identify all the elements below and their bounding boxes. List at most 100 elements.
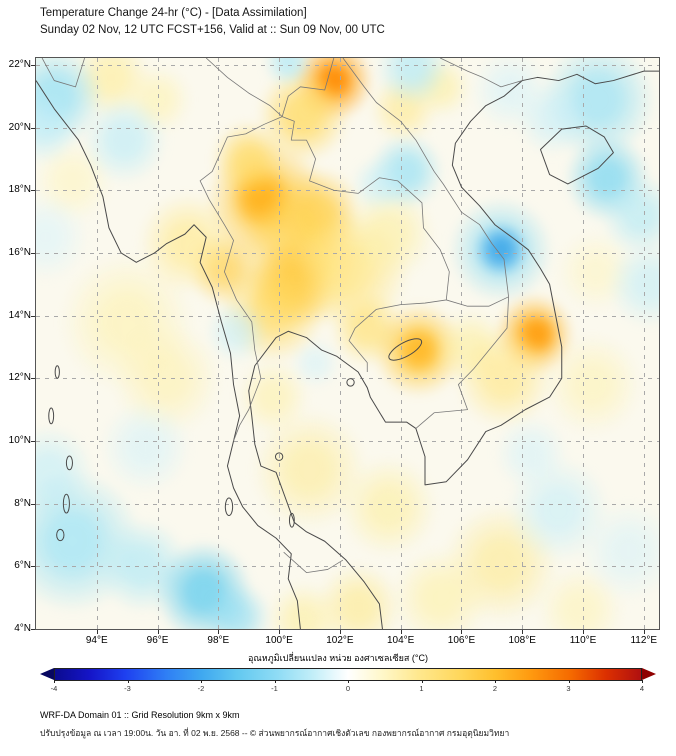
map-plot [35,57,660,630]
footer-update-info: ปรับปรุงข้อมูล ณ เวลา 19:00น. วัน อา. ที… [40,728,510,738]
colorbar-tick-label: -3 [124,684,131,693]
heat-blob [203,581,270,629]
colorbar-tick-label: 4 [639,684,645,693]
y-axis-label: 6°N [14,560,31,572]
axis-tick [31,315,35,317]
heat-blob [99,400,191,495]
axis-tick [583,630,585,634]
axis-tick [31,378,35,380]
footer-domain-info: WRF-DA Domain 01 :: Grid Resolution 9km … [40,710,240,720]
colorbar-tickmark [642,680,643,683]
colorbar-tick-label: -4 [50,684,58,693]
colorbar-right-arrow [642,668,656,680]
y-axis-label: 20°N [8,121,31,133]
axis-tick [279,630,281,634]
grid-line-horizontal [36,440,659,442]
coastline-svg [36,58,659,629]
grid-line-horizontal [36,378,659,380]
axis-tick [643,630,645,634]
axis-tick [522,630,524,634]
axis-tick [461,630,463,634]
heat-blob [579,500,659,601]
axis-tick [400,630,402,634]
heat-blob [212,121,286,197]
grid-line-horizontal [36,64,659,66]
heat-blob [206,299,267,363]
colorbar-left-arrow [40,668,54,680]
axis-tick [157,630,159,634]
axis-tick [31,64,35,66]
heat-blob [81,96,167,184]
grid-line-vertical [583,58,585,629]
colorbar-tickmark [127,680,129,683]
grid-line-horizontal [36,315,659,317]
page-subtitle: Sunday 02 Nov, 12 UTC FCST+156, Valid at… [40,24,385,36]
heatmap-layer [36,58,659,629]
colorbar-tick-label: 3 [566,684,571,693]
axis-tick [31,629,35,630]
y-axis-label: 16°N [8,246,31,258]
x-axis-label: 94°E [85,635,108,646]
heat-blob [475,223,527,277]
axis-tick [339,630,341,634]
y-axis-label: 14°N [8,309,31,321]
grid-line-vertical [279,58,281,629]
grid-line-vertical [339,58,341,629]
colorbar-title: อุณหภูมิเปลี่ยนแปลง หน่วย องศาเซลเซียส (… [248,653,428,663]
axis-tick [31,503,35,505]
colorbar-tickmark [201,680,202,683]
colorbar-tick-label: -1 [271,684,278,693]
y-axis-label: 12°N [8,372,31,384]
page-title: Temperature Change 24-hr (°C) - [Data As… [40,7,307,19]
y-axis-label: 4°N [14,623,31,634]
x-axis-label: 96°E [146,635,169,646]
x-axis-label: 110°E [569,635,597,646]
x-axis-label: 102°E [326,635,354,646]
axis-tick [31,440,35,442]
colorbar-tick-label: 1 [419,684,424,693]
x-axis-label: 104°E [386,635,415,646]
grid-line-horizontal [36,503,659,505]
colorbar-tickmark [421,680,423,683]
heat-blob [339,456,438,557]
axis-tick [31,566,35,568]
x-axis-label: 106°E [447,635,476,646]
grid-line-vertical [522,58,524,629]
colorbar-tick-label: 2 [492,684,498,693]
heat-blob [494,415,568,492]
grid-line-vertical [96,58,98,629]
colorbar-tickmark [348,680,349,683]
colorbar-tick-label: 0 [345,684,351,693]
x-axis-label: 98°E [207,635,230,646]
y-axis-label: 18°N [8,184,31,196]
grid-line-vertical [461,58,463,629]
colorbar-tickmark [495,680,496,683]
colorbar-tickmark [274,680,276,683]
axis-tick [96,630,98,634]
x-axis-label: 100°E [265,635,293,646]
axis-tick [218,630,220,634]
grid-line-vertical [157,58,159,629]
colorbar-tickmark [568,680,570,683]
heat-blob [352,155,407,213]
y-axis-label: 8°N [14,497,31,509]
colorbar-tick-label: -2 [197,684,205,693]
grid-line-horizontal [36,252,659,254]
axis-tick [31,190,35,192]
colorbar-tickmark [54,680,55,683]
grid-line-horizontal [36,190,659,192]
y-axis-label: 10°N [8,434,31,446]
colorbar: -4 -3 -2 -1 0 1 2 3 4 [40,668,656,693]
grid-line-vertical [643,58,645,629]
y-axis-label: 22°N [8,58,31,70]
heat-blob [291,337,340,388]
axis-tick [31,252,35,254]
heat-blob [391,547,489,629]
heat-blob [516,80,590,156]
x-axis-label: 108°E [508,635,536,646]
grid-line-vertical [218,58,220,629]
grid-line-horizontal [36,127,659,129]
grid-line-horizontal [36,566,659,568]
